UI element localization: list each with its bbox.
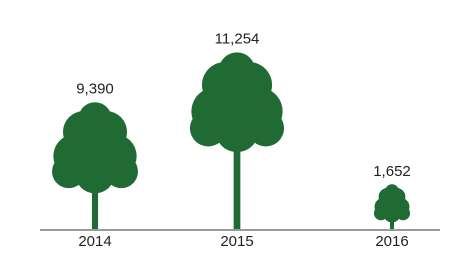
tree (374, 184, 410, 229)
value-label: 11,254 (215, 30, 260, 47)
tree (52, 102, 138, 229)
value-label: 9,390 (76, 80, 114, 97)
tree-crown (78, 102, 111, 135)
tree-crown (385, 184, 399, 198)
value-label: 1,652 (373, 163, 411, 180)
tree-crown (384, 206, 401, 223)
x-tick-label: 2015 (220, 233, 253, 250)
page: 9,390201411,25420151,6522016 (() => { co… (0, 0, 460, 253)
tree-crown (219, 52, 255, 88)
x-tick-label: 2014 (78, 233, 111, 250)
chart: 9,390 2014 11,254 2015 1,652 2016 (0, 0, 460, 253)
x-tick-label: 2016 (375, 233, 408, 250)
tree-crown (215, 109, 258, 152)
tree (190, 52, 284, 229)
tree-crown (75, 154, 114, 193)
